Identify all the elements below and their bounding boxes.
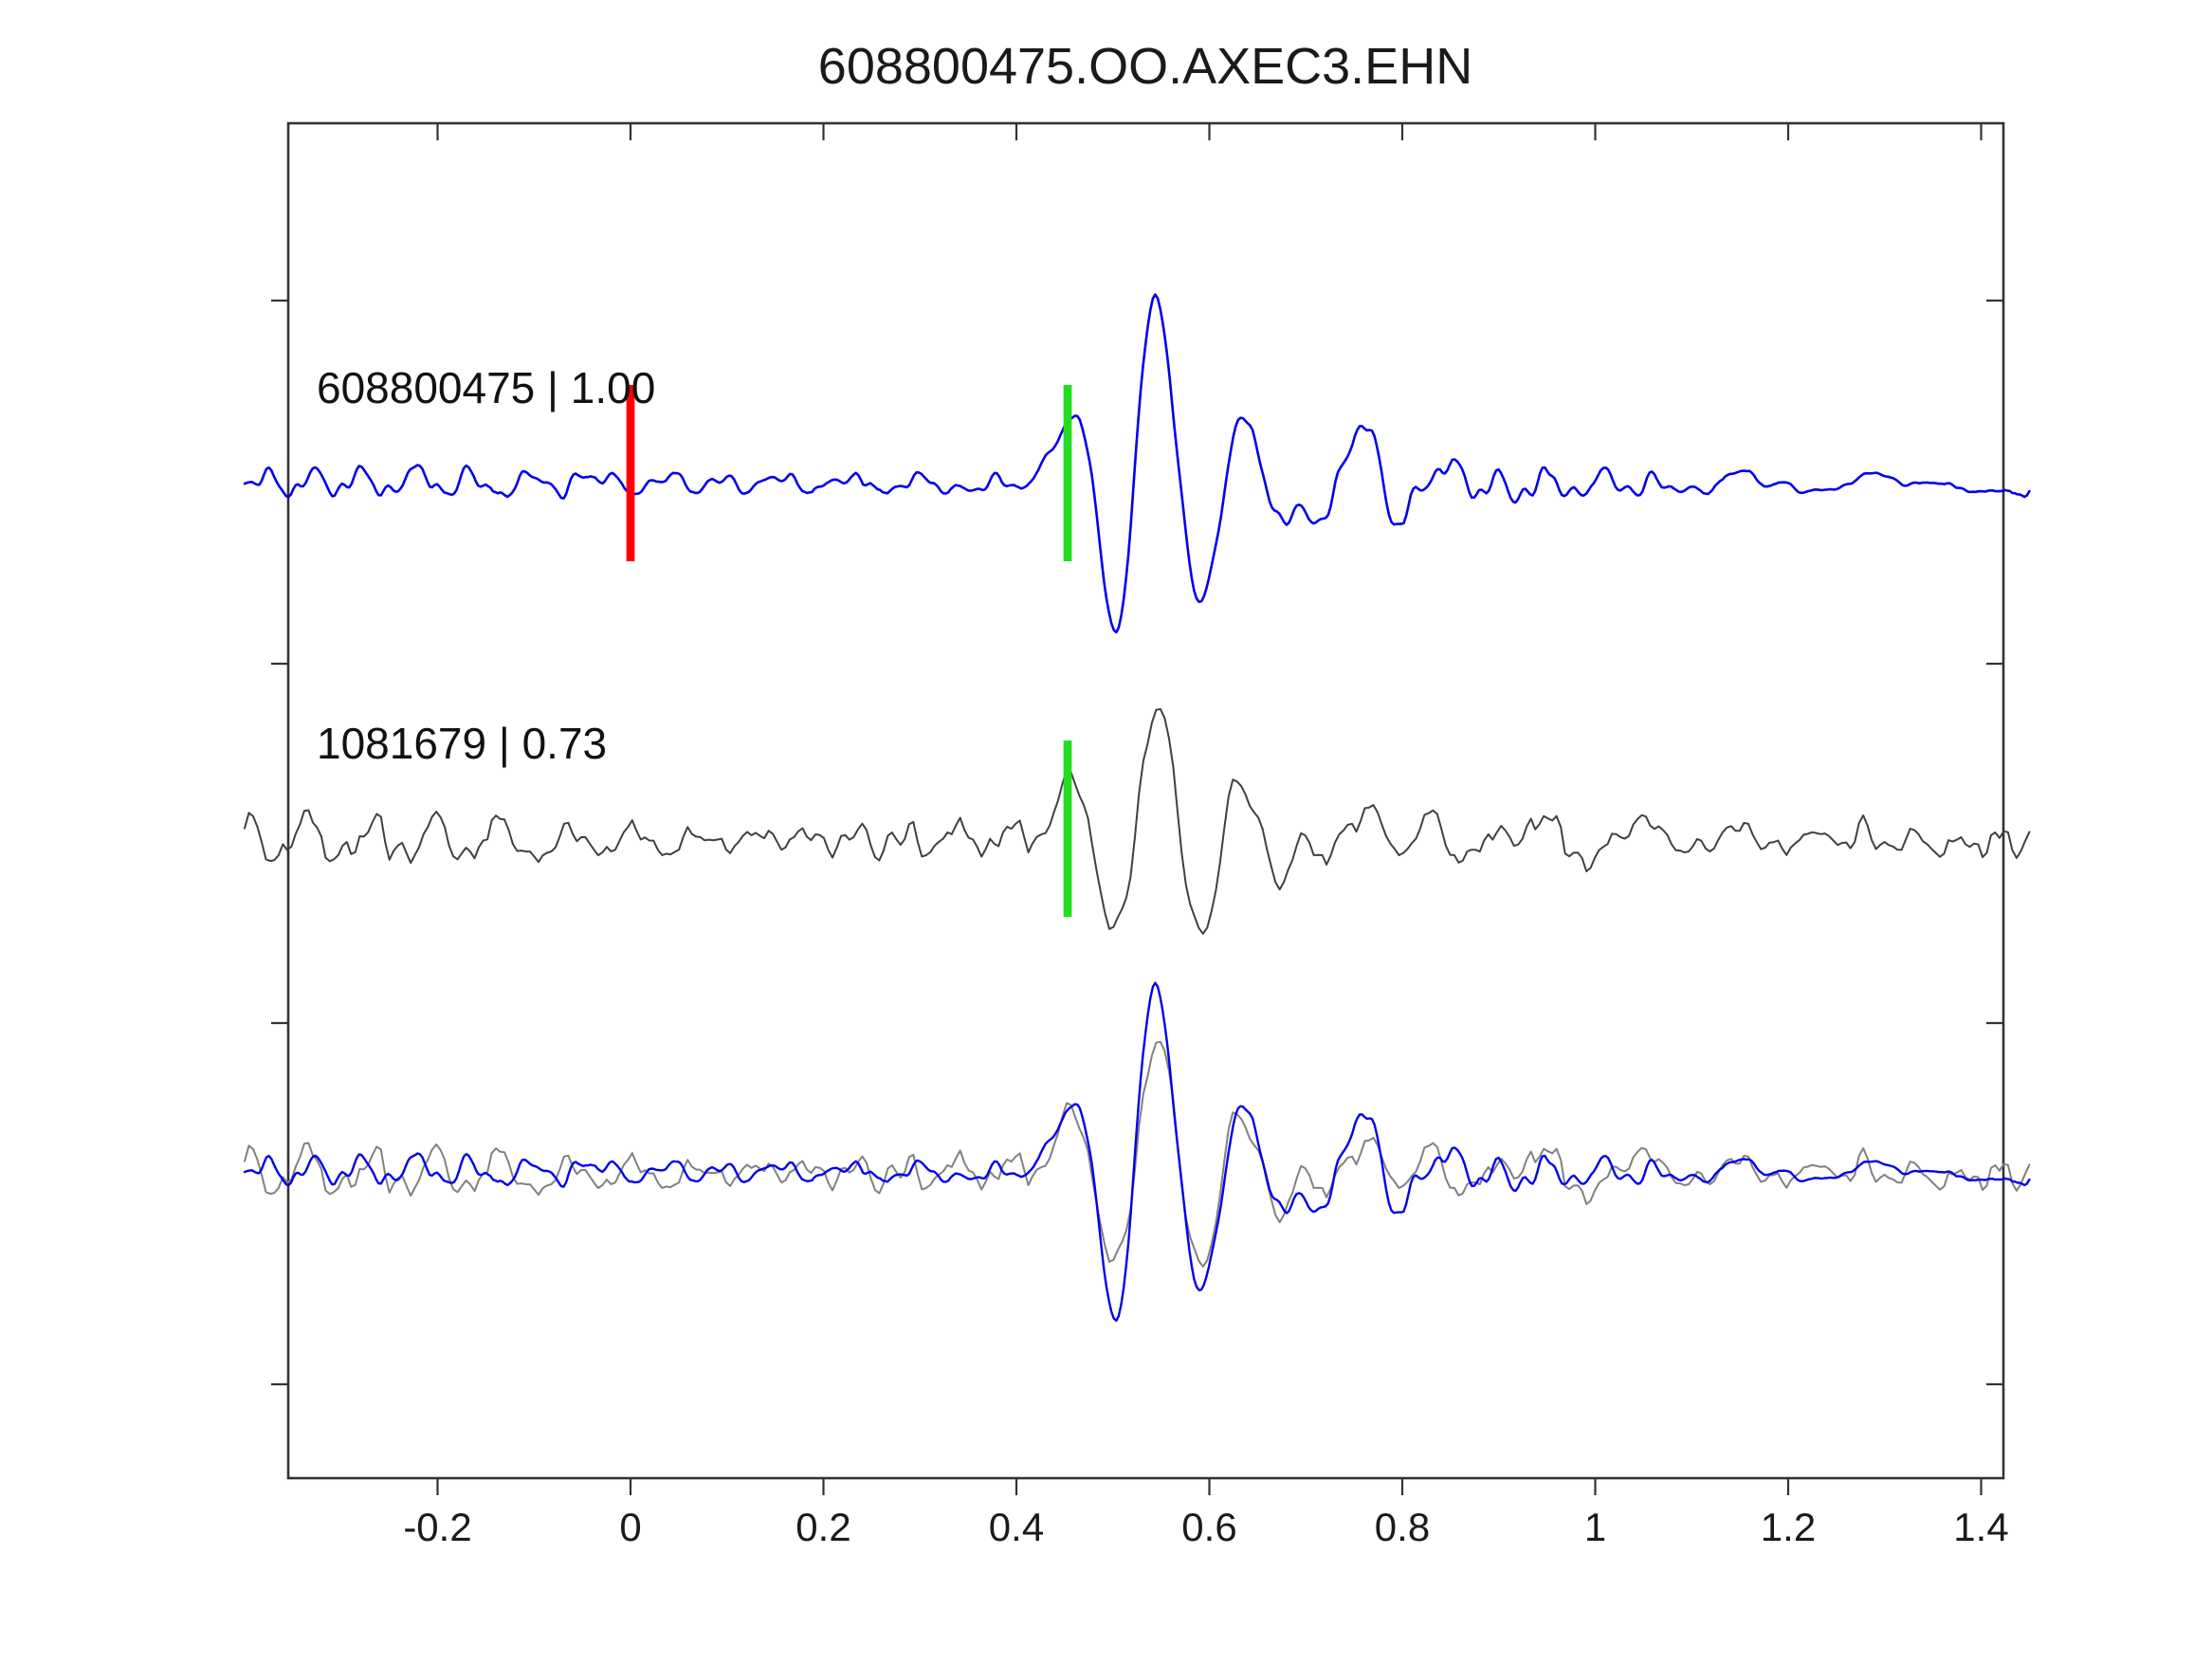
svg-text:1.2: 1.2 (1761, 1505, 1816, 1549)
svg-text:1.4: 1.4 (1953, 1505, 2008, 1549)
svg-text:0.6: 0.6 (1181, 1505, 1236, 1549)
svg-text:608800475.OO.AXEC3.EHN: 608800475.OO.AXEC3.EHN (818, 38, 1472, 95)
svg-text:-0.2: -0.2 (403, 1505, 471, 1549)
svg-text:0.8: 0.8 (1375, 1505, 1430, 1549)
svg-text:0.2: 0.2 (795, 1505, 850, 1549)
svg-text:0: 0 (619, 1505, 641, 1549)
svg-text:1081679 | 0.73: 1081679 | 0.73 (317, 719, 607, 768)
svg-text:0.4: 0.4 (989, 1505, 1044, 1549)
svg-text:1: 1 (1584, 1505, 1606, 1549)
svg-text:608800475 | 1.00: 608800475 | 1.00 (317, 363, 655, 412)
